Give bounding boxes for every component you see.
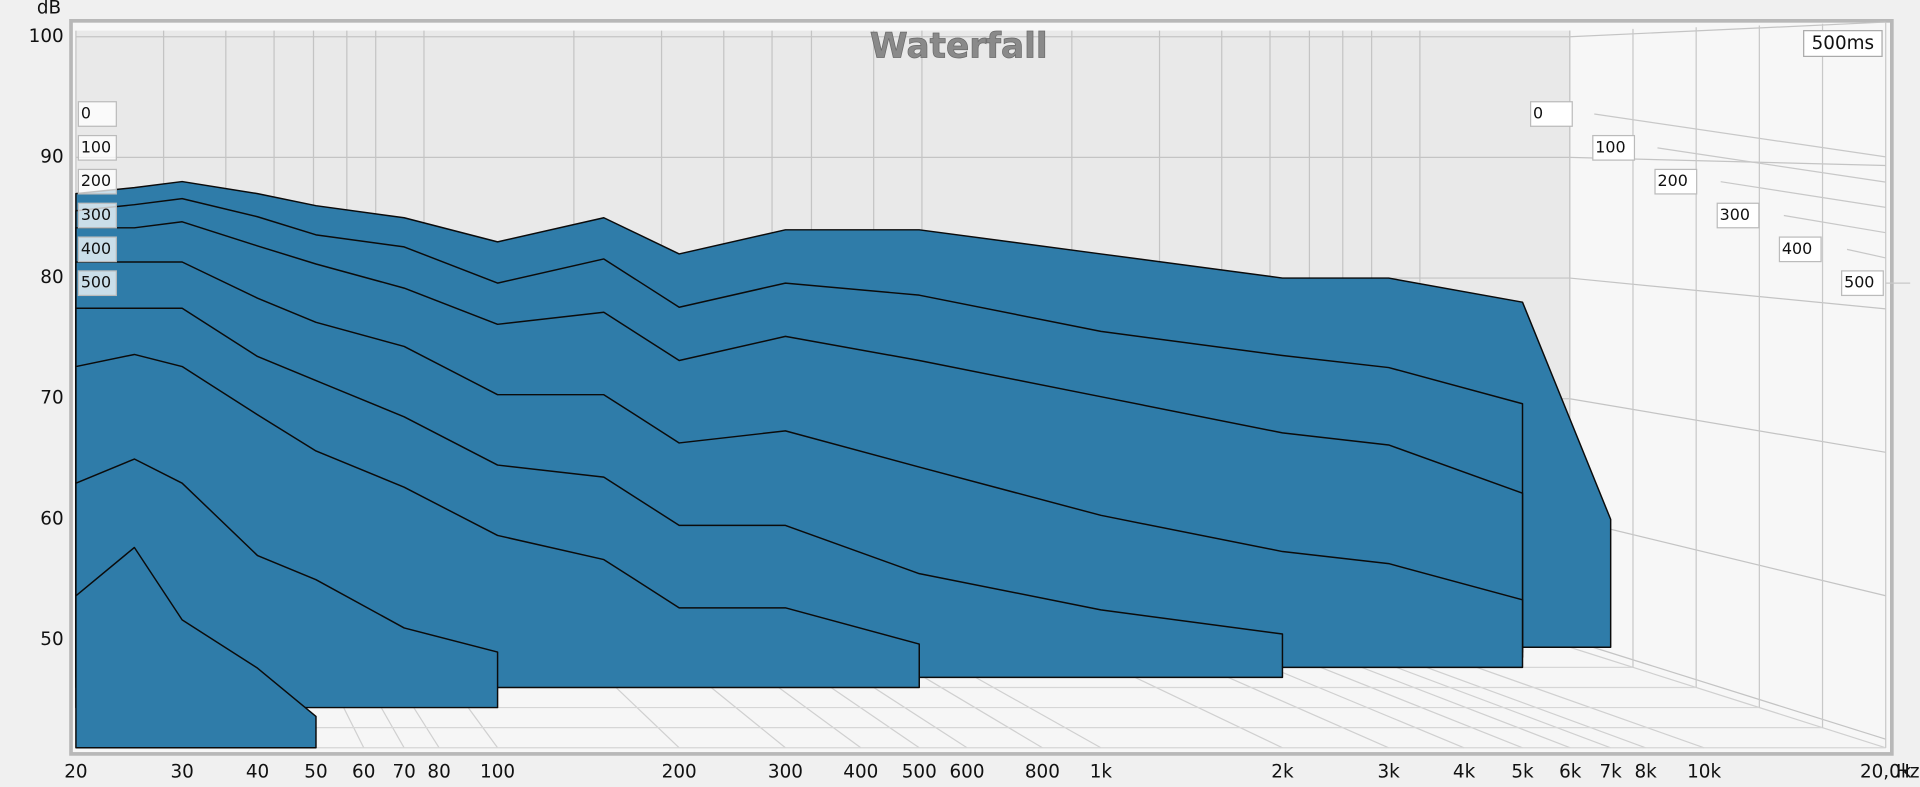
side-time-guide <box>1783 214 1886 234</box>
x-tick-label: 5k <box>1511 761 1534 782</box>
y-axis-label: dB <box>37 0 61 19</box>
x-tick-label: 100 <box>480 761 515 782</box>
side-time-guide <box>1720 181 1886 209</box>
x-tick-label: 600 <box>950 761 985 782</box>
time-tick-label: 300 <box>81 205 111 224</box>
x-tick-label: 6k <box>1559 761 1582 782</box>
side-time-guide <box>1657 147 1886 183</box>
labels: 50 60 70 80 90 100 20 30 40 50 60 70 80 100 200 300 400 5… <box>29 26 1912 783</box>
x-tick-label: 20,0k <box>1860 761 1912 782</box>
x-tick-label: 800 <box>1025 761 1060 782</box>
chart-title: Waterfall <box>870 26 1048 66</box>
x-tick-label: 3k <box>1378 761 1401 782</box>
x-tick-label: 7k <box>1600 761 1623 782</box>
x-tick-label: 20 <box>64 761 87 782</box>
y-tick-label: 90 <box>40 146 63 167</box>
y-tick-label: 70 <box>40 388 63 409</box>
time-tick-box <box>1592 134 1636 161</box>
y-tick-label: 80 <box>40 267 63 288</box>
time-tick-label: 0 <box>1533 103 1543 122</box>
side-time-guide <box>1594 113 1886 158</box>
time-tick-label: 400 <box>81 239 111 258</box>
side-grid-line <box>1569 518 1886 597</box>
waterfall-slice <box>75 546 317 749</box>
x-tick-label: 4k <box>1453 761 1476 782</box>
x-tick-label: 200 <box>662 761 697 782</box>
time-tick-box <box>1654 168 1698 195</box>
time-tick-label: 400 <box>1782 239 1812 258</box>
time-tick-box <box>1841 270 1884 297</box>
x-tick-label: 60 <box>352 761 375 782</box>
surface <box>75 180 1612 749</box>
time-label: 500ms <box>1812 33 1874 54</box>
time-tick-box <box>77 101 117 127</box>
x-unit: Hz <box>1896 761 1919 782</box>
floor-grid-line <box>1569 646 1886 749</box>
x-tick-label: 10k <box>1687 761 1721 782</box>
x-tick-label: 300 <box>768 761 803 782</box>
time-tick-box <box>1530 101 1573 127</box>
x-tick-label: 2k <box>1271 761 1294 782</box>
time-tick-label: 0 <box>81 103 91 122</box>
time-tick-label: 200 <box>1657 171 1687 190</box>
time-tick-box <box>77 168 117 195</box>
time-tick-box <box>77 202 117 229</box>
time-tick-box <box>77 236 117 263</box>
time-tick-box <box>1778 236 1822 263</box>
side-grid-line <box>1569 639 1886 740</box>
x-tick-label: 30 <box>170 761 193 782</box>
time-tick-box <box>77 134 117 161</box>
side-grid-line <box>1569 398 1886 453</box>
time-tick-label: 200 <box>81 171 111 190</box>
time-tick-label: 300 <box>1720 205 1750 224</box>
time-label-box <box>1803 30 1883 58</box>
side-grid-line <box>1569 21 1886 38</box>
side-time-guide <box>1846 248 1886 259</box>
x-tick-label: 40 <box>246 761 269 782</box>
y-tick-label: 60 <box>40 508 63 529</box>
time-tick-box <box>1716 202 1760 229</box>
time-tick-label: 100 <box>1595 137 1625 156</box>
x-tick-label: 50 <box>304 761 327 782</box>
x-tick-label: 500 <box>902 761 937 782</box>
side-grid-line <box>1569 277 1886 310</box>
time-tick-box <box>77 270 117 297</box>
x-tick-label: 80 <box>427 761 450 782</box>
x-tick-label: 8k <box>1634 761 1657 782</box>
x-tick-label: 1k <box>1090 761 1113 782</box>
time-tick-label: 100 <box>81 137 111 156</box>
y-tick-label: 50 <box>40 629 63 650</box>
time-tick-label: 500 <box>81 273 111 292</box>
y-tick-label: 100 <box>29 26 64 47</box>
time-tick-label: 500 <box>1844 273 1874 292</box>
x-tick-label: 70 <box>392 761 415 782</box>
x-tick-label: 400 <box>843 761 878 782</box>
